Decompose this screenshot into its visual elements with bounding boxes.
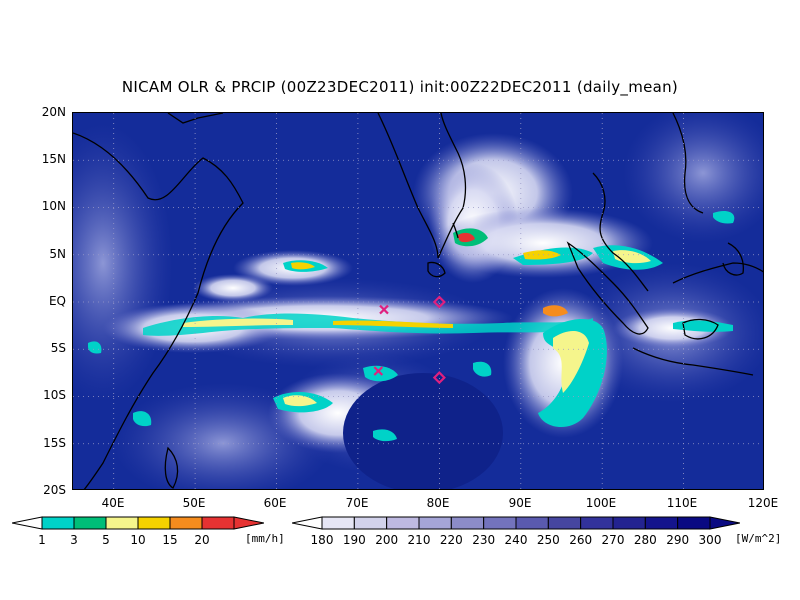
olr-colorbar-tick-label: 290 [666, 533, 690, 547]
lat-label-15n: 15N [41, 152, 66, 166]
precip-colorbar-swatch [105, 516, 139, 530]
olr-colorbar-tick-label: 210 [407, 533, 431, 547]
olr-clear-region [343, 373, 503, 489]
lon-label-120e: 120E [747, 496, 779, 510]
lon-label-70e: 70E [345, 496, 369, 510]
olr-colorbar-tick-label: 270 [601, 533, 625, 547]
lat-label-15s: 15S [43, 436, 66, 450]
precip-colorbar-unit: [mm/h] [245, 532, 285, 545]
lon-label-90e: 90E [508, 496, 532, 510]
olr-colorbar-swatch [353, 516, 388, 530]
olr-colorbar [292, 516, 740, 530]
precip-colorbar-tick-label: 1 [38, 533, 46, 547]
precip-colorbar-tick-label: 3 [70, 533, 78, 547]
lon-label-100e: 100E [585, 496, 617, 510]
graticule [73, 113, 763, 489]
olr-colorbar-swatch [580, 516, 614, 530]
lat-label-10n: 10N [41, 199, 66, 213]
lat-label-eq: EQ [48, 294, 66, 308]
lat-label-20n: 20N [41, 105, 66, 119]
lon-label-50e: 50E [182, 496, 206, 510]
olr-colorbar-tick-label: 250 [536, 533, 560, 547]
lat-label-5s: 5S [50, 341, 66, 355]
olr-colorbar-swatch [612, 516, 646, 530]
precip-colorbar [12, 516, 264, 530]
olr-colorbar-swatch [547, 516, 582, 530]
map-title: NICAM OLR & PRCIP (00Z23DEC2011) init:00… [121, 78, 679, 96]
olr-colorbar-tick-label: 260 [569, 533, 593, 547]
markers-layer [373, 295, 446, 385]
olr-colorbar-tick-label: 300 [698, 533, 722, 547]
olr-colorbar-swatch [644, 516, 679, 530]
olr-colorbar-swatch [515, 516, 549, 530]
olr-colorbar-swatch [386, 516, 420, 530]
olr-colorbar-tick-label: 280 [633, 533, 657, 547]
precip-colorbar-tick-label: 20 [194, 533, 210, 547]
precip-colorbar-tick-label: 5 [102, 533, 110, 547]
lon-label-110e: 110E [666, 496, 698, 510]
olr-colorbar-swatch [418, 516, 452, 530]
precip-colorbar-low-arrow [12, 516, 43, 530]
olr-colorbar-tick-label: 230 [472, 533, 496, 547]
lat-label-10s: 10S [43, 388, 66, 402]
precip-colorbar-tick-label: 10 [130, 533, 146, 547]
precip-colorbar-tick-label: 15 [162, 533, 178, 547]
station-diamond-marker [432, 371, 446, 385]
precip-colorbar-swatch [137, 516, 171, 530]
precip-colorbar-swatch [73, 516, 107, 530]
precip-colorbar-swatch [169, 516, 203, 530]
olr-precip-map [73, 113, 763, 489]
olr-colorbar-swatch [321, 516, 355, 530]
precip-colorbar-swatch [41, 516, 75, 530]
olr-colorbar-low-arrow [292, 516, 323, 530]
station-diamond-marker [432, 295, 446, 309]
precip-colorbar-high-arrow [233, 516, 264, 530]
olr-colorbar-swatch [450, 516, 485, 530]
lon-label-80e: 80E [426, 496, 450, 510]
station-x-marker [373, 366, 384, 376]
station-x-marker [379, 304, 389, 315]
olr-colorbar-high-arrow [709, 516, 740, 530]
coastlines [73, 113, 763, 489]
lon-label-60e: 60E [263, 496, 287, 510]
olr-colorbar-tick-label: 190 [342, 533, 366, 547]
olr-colorbar-tick-label: 180 [310, 533, 334, 547]
olr-colorbar-tick-label: 240 [504, 533, 528, 547]
precip-colorbar-swatch [201, 516, 235, 530]
lat-label-5n: 5N [49, 247, 66, 261]
lon-label-40e: 40E [101, 496, 125, 510]
olr-colorbar-swatch [483, 516, 517, 530]
olr-colorbar-unit: [W/m^2] [735, 532, 782, 545]
lat-label-20s: 20S [43, 483, 66, 497]
olr-colorbar-tick-label: 220 [439, 533, 463, 547]
olr-colorbar-tick-label: 200 [375, 533, 399, 547]
olr-colorbar-swatch [677, 516, 711, 530]
map-panel [72, 112, 764, 490]
precip-field [88, 211, 735, 442]
